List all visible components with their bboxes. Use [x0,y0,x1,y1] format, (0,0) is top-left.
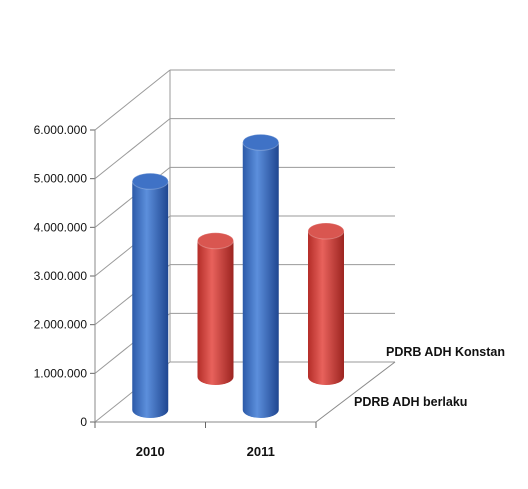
y-tick-label: 0 [80,415,87,429]
cylinder-body [132,181,169,418]
y-tick-label: 5.000.000 [34,172,88,186]
x-tick-label: 2011 [247,444,275,459]
y-tick-label: 2.000.000 [34,318,88,332]
plot-area [131,133,345,419]
series-label-berlaku: PDRB ADH berlaku [354,395,467,409]
depth-axis [315,361,396,423]
cylinder-top [131,172,169,190]
x-tick-label: 2010 [136,444,165,459]
axes [90,70,396,428]
y-tick-label: 6.000.000 [34,123,88,137]
y-tick-label: 1.000.000 [34,366,88,380]
y-tick-label: 4.000.000 [34,220,88,234]
cylinder-top [242,133,280,151]
cylinder-top [197,232,234,250]
bar-berlaku-2011 [307,222,345,385]
series-label-konstan: PDRB ADH Konstan [386,345,505,359]
y-tick-label: 3.000.000 [34,269,88,283]
bar-konstan-2010 [131,172,169,418]
cylinder-body [308,231,344,385]
cylinder-body [242,142,279,419]
bar-berlaku-2010 [197,232,234,385]
gridline-side [94,118,171,180]
bar-konstan-2011 [242,133,280,419]
cylinder-top [307,222,345,240]
cylinder-body [197,240,234,385]
labels: 0 1.000.000 2.000.000 3.000.000 4.000.000 5.0… [34,123,505,459]
gridline-side [94,69,171,131]
